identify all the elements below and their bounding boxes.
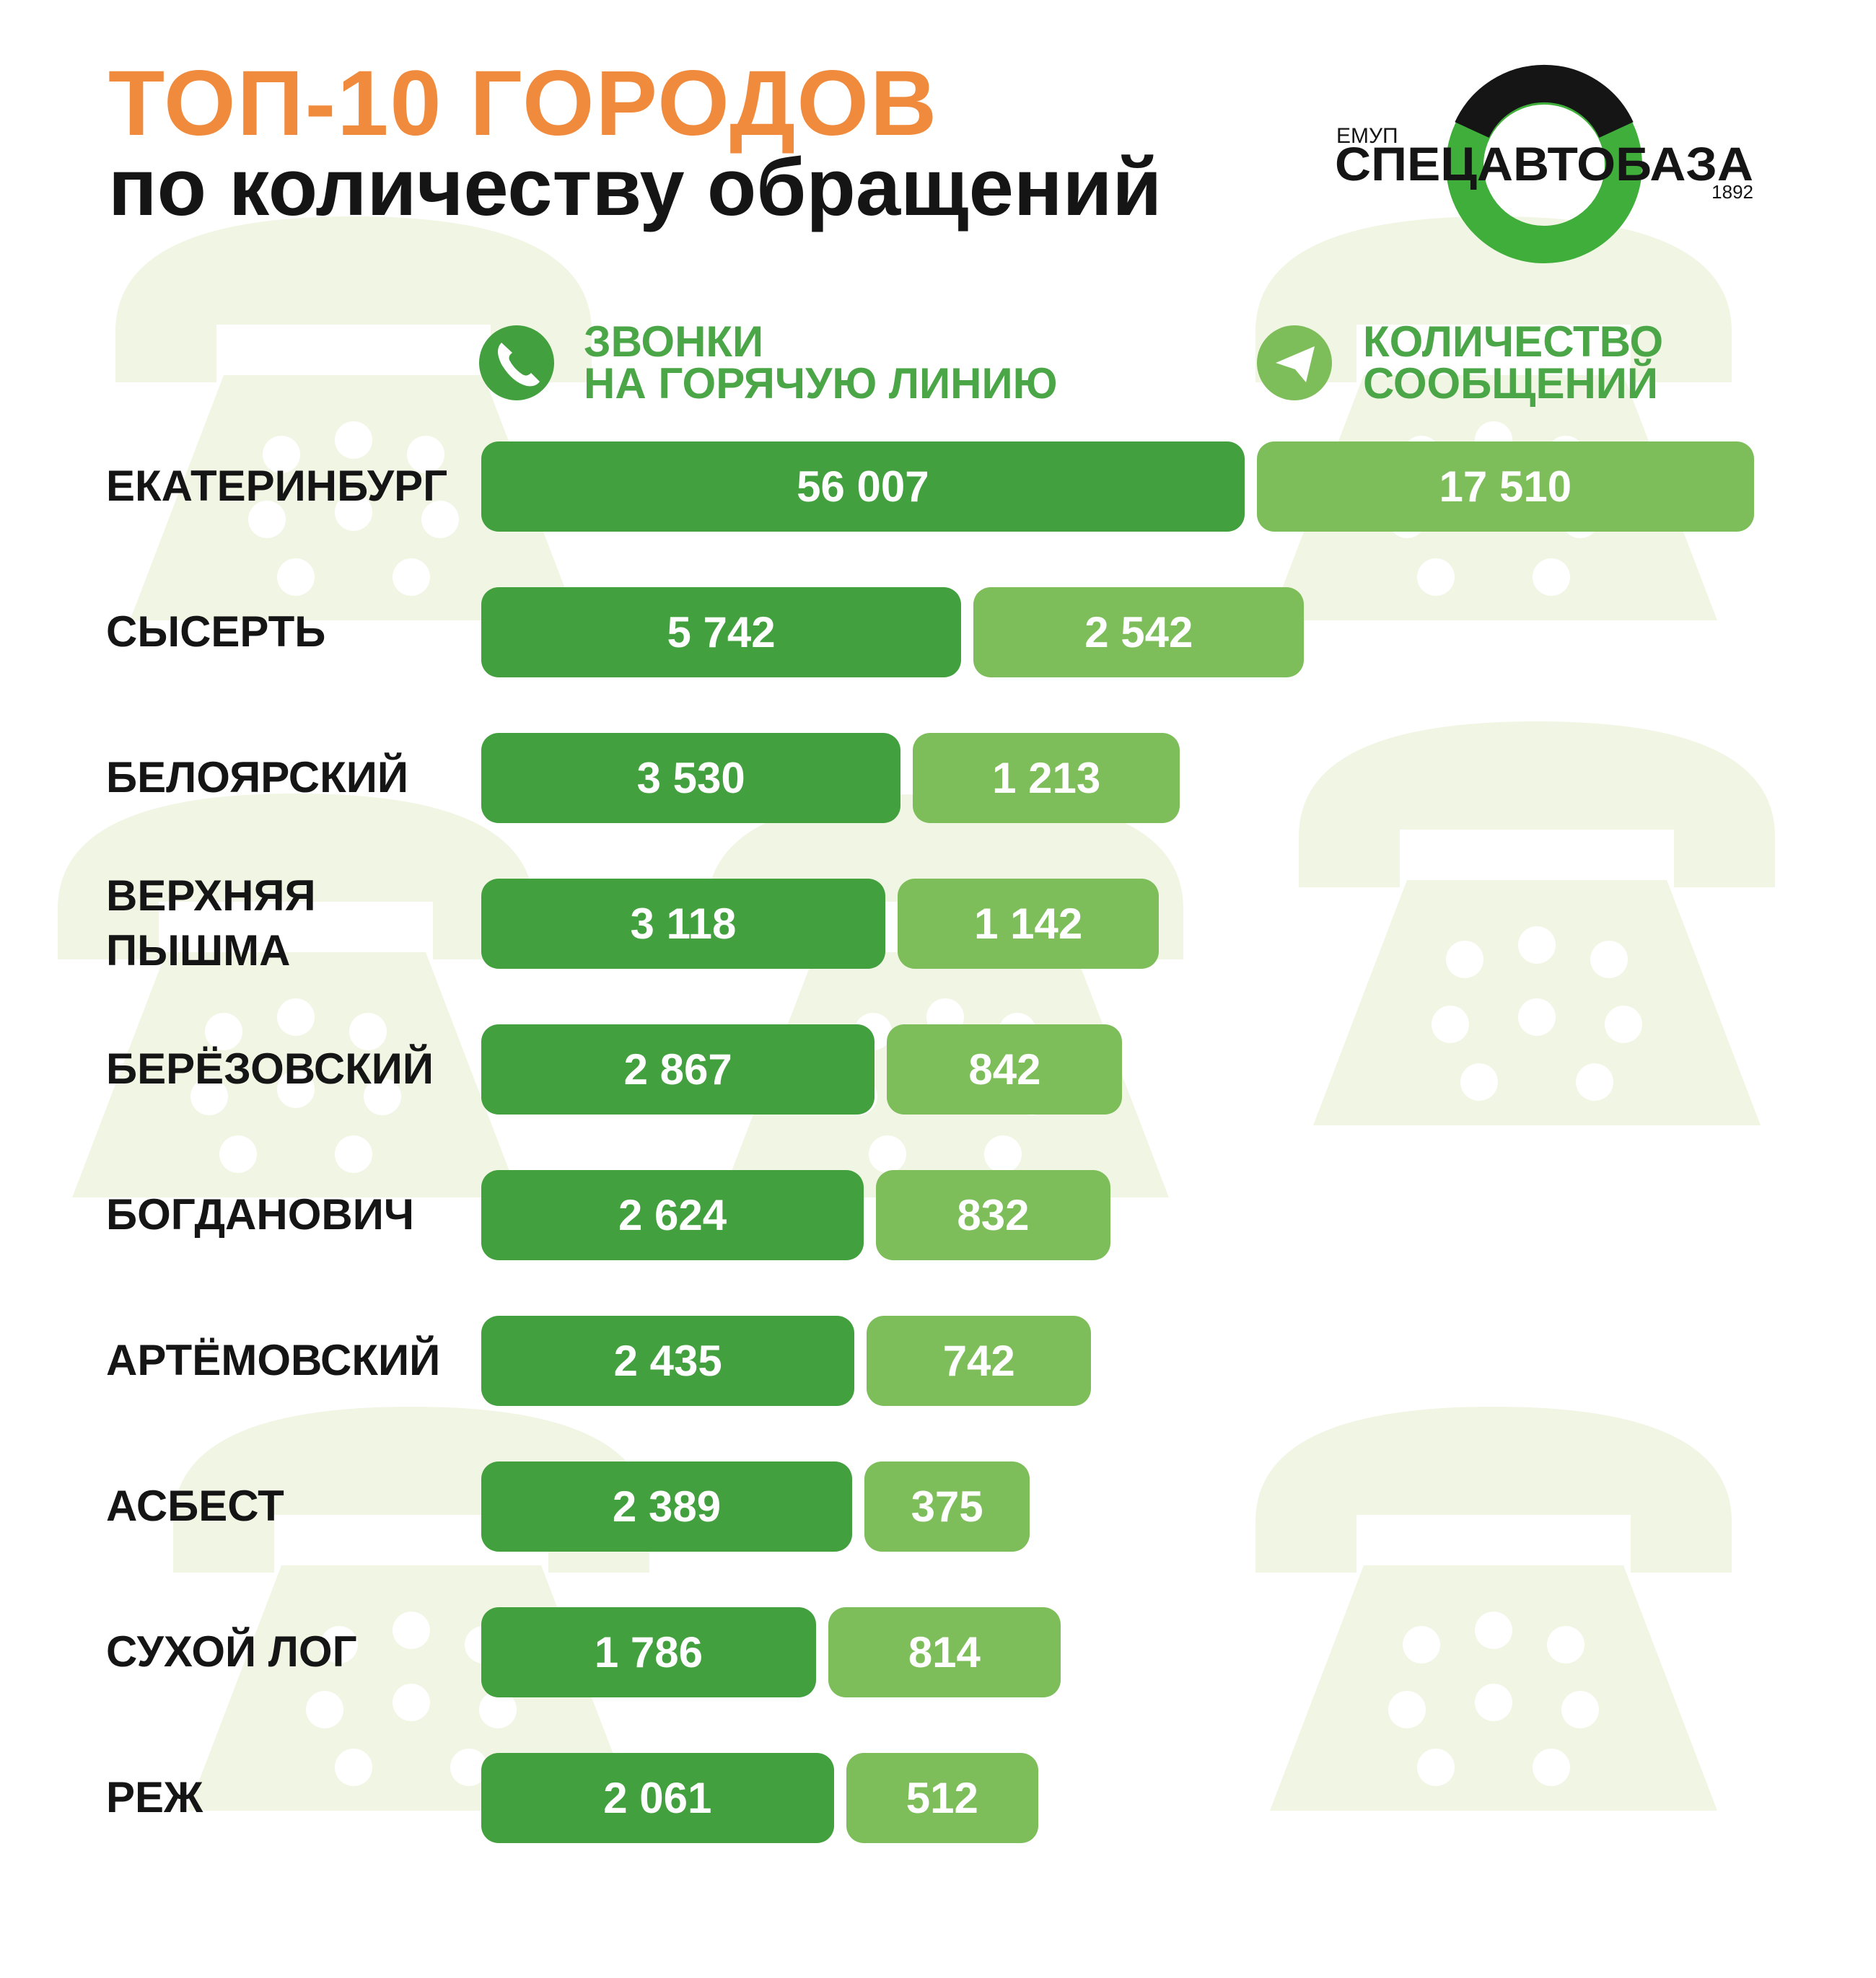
category-label: БЕРЁЗОВСКИЙ [106,1045,434,1093]
bar: 56 007 [481,441,1245,532]
category-label: СУХОЙ ЛОГ [106,1627,357,1676]
bg-phone [115,216,592,620]
bar: 2 435 [481,1315,855,1406]
bar: 2 542 [973,586,1305,677]
category-label: ЕКАТЕРИНБУРГ [106,462,448,510]
bar: 5 742 [481,586,962,677]
calls-icon [479,325,554,400]
bar: 375 [864,1461,1030,1552]
bar: 2 389 [481,1461,853,1552]
category-label: РЕЖ [106,1773,203,1821]
legend-label: КОЛИЧЕСТВО СООБЩЕНИЙ [1363,317,1664,408]
bg-phone [58,794,534,1197]
category-label: СЫСЕРТЬ [106,607,326,656]
bar: 1 786 [481,1606,816,1697]
subtitle: по количеству обращений [108,142,1162,232]
bar: 2 867 [481,1024,875,1115]
bar: 1 213 [913,732,1180,823]
bg-phone [1255,1407,1732,1811]
bar: 2 624 [481,1169,864,1260]
title: ТОП-10 ГОРОДОВ [108,52,939,155]
messages-icon [1257,325,1332,400]
bar: 814 [828,1606,1061,1697]
category-label: БЕЛОЯРСКИЙ [106,753,408,801]
bar: 742 [867,1315,1092,1406]
bar: 842 [887,1024,1123,1115]
bg-phone [1299,721,1775,1125]
bar: 2 061 [481,1752,834,1843]
bar: 17 510 [1256,441,1754,532]
logo-prefix: ЕМУП [1336,124,1398,148]
category-label: ВЕРХНЯЯ ПЫШМА [106,871,316,975]
bar: 3 530 [481,732,901,823]
category-label: АСБЕСТ [106,1482,284,1530]
bar: 1 142 [897,878,1160,969]
category-label: АРТЁМОВСКИЙ [106,1336,441,1384]
bg-phone [707,794,1183,1197]
logo-year: 1892 [1711,181,1753,203]
bar: 512 [846,1752,1039,1843]
legend-label: ЗВОНКИ НА ГОРЯЧУЮ ЛИНИЮ [584,317,1058,408]
bar: 832 [876,1169,1110,1260]
bg-phone [1255,216,1732,620]
bar: 3 118 [481,878,885,969]
logo-name: СПЕЦАВТОБАЗА [1335,137,1753,190]
category-label: БОГДАНОВИЧ [106,1190,415,1239]
logo: ЕМУП СПЕЦАВТОБАЗА 1892 [1335,64,1753,263]
